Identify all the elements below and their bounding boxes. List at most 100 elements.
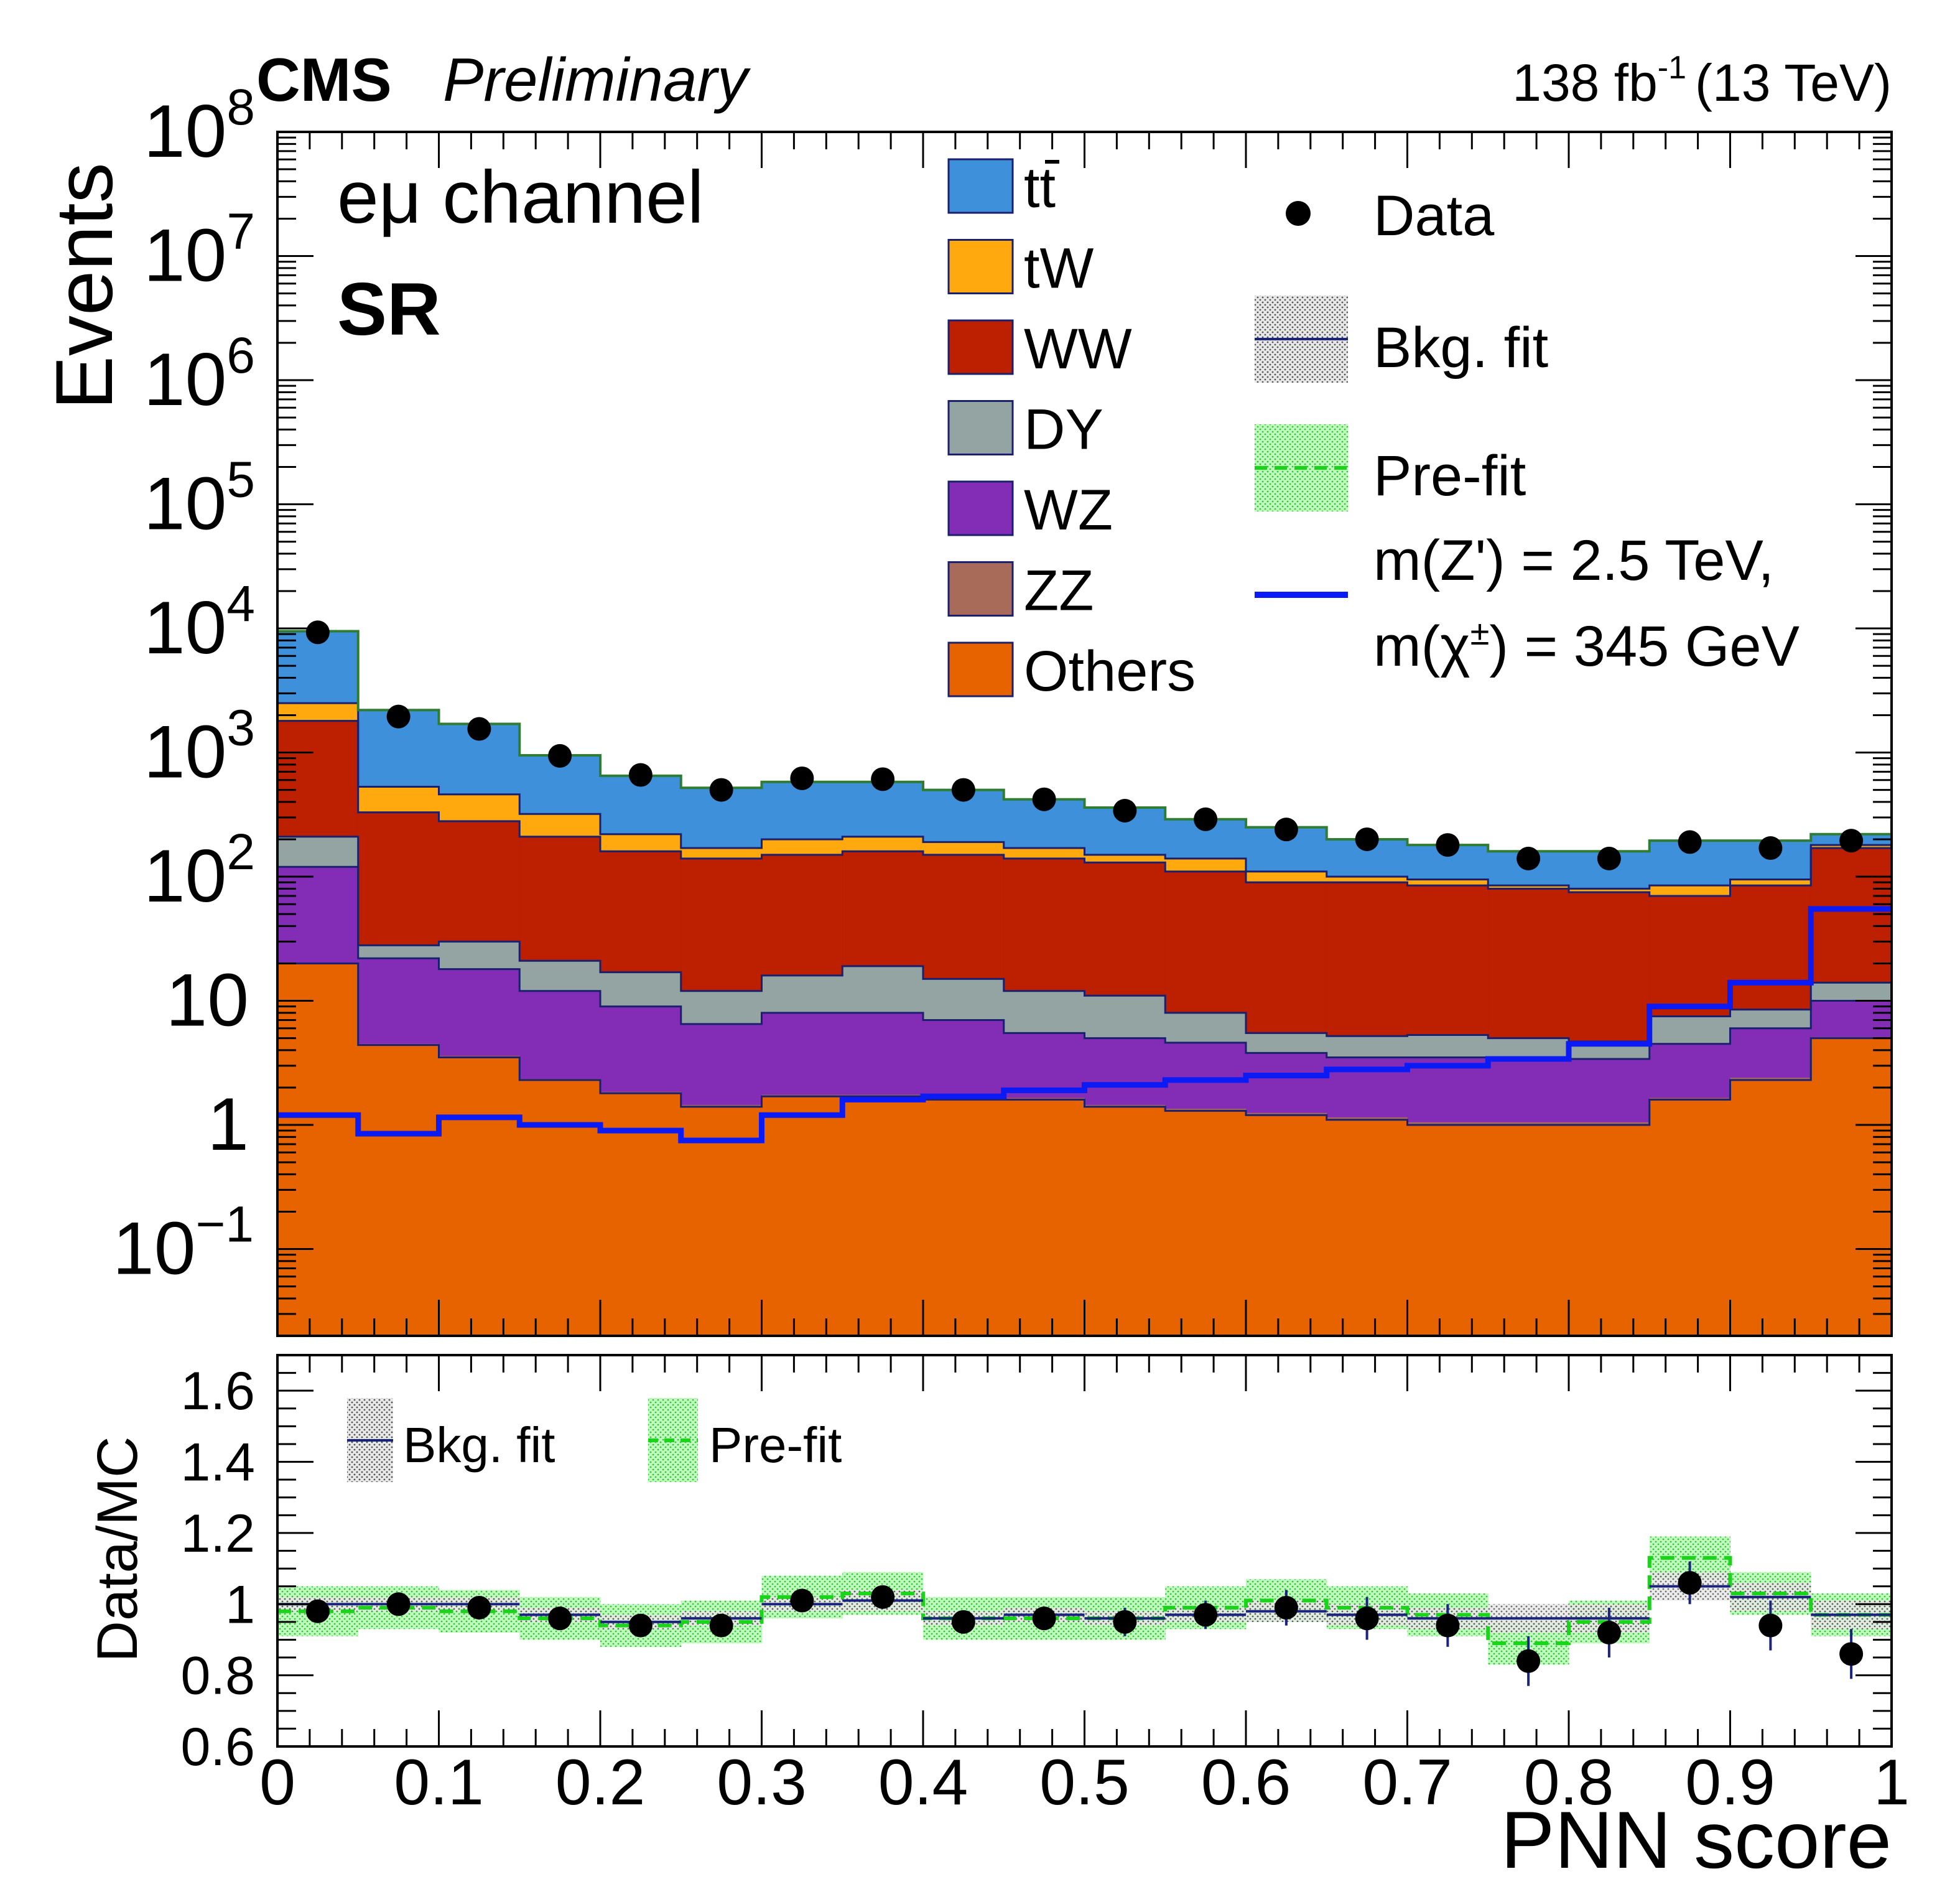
signal-label-charge: ± — [1470, 613, 1490, 652]
ratio-x-tick-label: 0.8 — [1524, 1746, 1614, 1819]
legend-bkgfit: Bkg. fit — [1255, 296, 1548, 383]
legend-label-dy: DY — [1024, 398, 1103, 462]
y-tick-exponent: 2 — [226, 824, 255, 880]
data-point-bin-10 — [1113, 799, 1137, 823]
y-axis-label: Events — [39, 162, 129, 409]
signal-label-mass-prefix: m(χ — [1373, 615, 1470, 678]
stack-outline-wz — [277, 865, 1892, 1060]
legend-swatch-others — [947, 641, 1014, 697]
legend-label-tw: tW — [1024, 237, 1094, 301]
stack-outline-others — [277, 962, 1892, 1126]
preliminary-label: Preliminary — [443, 45, 751, 114]
ratio-point-bin-13 — [1355, 1606, 1379, 1631]
legend-swatch-dy — [947, 400, 1014, 455]
data-point-bin-9 — [1032, 787, 1056, 811]
main-y-tick-label: 104 — [144, 576, 255, 669]
stack-bar-others-bin-19 — [1811, 1038, 1892, 1336]
ratio-point-bin-0 — [305, 1599, 330, 1623]
stack-bar-others-bin-2 — [439, 1057, 520, 1336]
ratio-legend-prefit-label: Pre-fit — [709, 1417, 842, 1473]
stack-bar-others-bin-3 — [519, 1079, 601, 1336]
lumi-energy: (13 TeV) — [1695, 54, 1892, 112]
ratio-y-tick-label: 1.6 — [180, 1361, 255, 1421]
signal-label-mass-suffix: ) = 345 GeV — [1489, 615, 1800, 678]
data-point-bin-19 — [1839, 829, 1864, 853]
y-tick-exponent: 8 — [226, 79, 255, 136]
signal-histogram — [277, 906, 1892, 1144]
data-point-bin-0 — [305, 620, 330, 645]
data-point-bin-12 — [1274, 818, 1298, 842]
data-point-bin-13 — [1355, 827, 1379, 851]
stack-bar-others-bin-5 — [680, 1106, 762, 1336]
y-tick-exponent: 3 — [226, 700, 255, 757]
ratio-x-tick-label: 0.5 — [1039, 1746, 1130, 1819]
stack-bar-others-bin-10 — [1084, 1106, 1166, 1336]
ratio-panel: 0.60.811.21.41.6 0 0.1 0.2 0.3 0.4 0.5 0.6 0.7 0… — [86, 1354, 1910, 1885]
ratio-y-axis-label: Data/MC — [86, 1437, 149, 1662]
stack-bar-others-bin-0 — [277, 963, 359, 1336]
ratio-point-bin-15 — [1516, 1649, 1541, 1673]
legend-label-ttbar: tt — [1024, 156, 1056, 220]
stack-bar-others-bin-14 — [1407, 1125, 1489, 1336]
data-point-bin-4 — [628, 763, 653, 787]
main-axis-ticks — [276, 131, 1893, 1337]
ratio-point-bin-1 — [386, 1592, 411, 1616]
ratio-frame — [276, 1354, 1893, 1748]
main-y-tick-label: 10−1 — [113, 1196, 254, 1290]
stack-bar-others-bin-12 — [1246, 1115, 1327, 1336]
data-points — [305, 620, 1864, 870]
lumi-value: 138 fb — [1512, 54, 1658, 112]
data-point-bin-6 — [790, 766, 814, 790]
y-tick-exponent: −1 — [196, 1196, 254, 1253]
stack-bar-others-bin-16 — [1569, 1125, 1650, 1336]
ratio-x-tick-label: 0.7 — [1362, 1746, 1452, 1819]
ratio-point-bin-6 — [790, 1588, 814, 1613]
ratio-x-tick-labels: 0 0.1 0.2 0.3 0.4 0.5 0.6 0.7 0.8 0.9 1 — [259, 1746, 1910, 1819]
data-point-bin-11 — [1194, 807, 1218, 831]
x-axis-label: PNN score — [1501, 1794, 1892, 1885]
main-frame — [276, 131, 1893, 1337]
ratio-x-tick-label: 0.3 — [717, 1746, 807, 1819]
y-tick-exponent: 5 — [226, 452, 255, 508]
ratio-point-bin-8 — [951, 1610, 975, 1634]
ratio-point-bin-4 — [628, 1613, 653, 1638]
ratio-point-bin-16 — [1597, 1621, 1621, 1645]
legend-bkgfit-label: Bkg. fit — [1373, 316, 1548, 380]
y-tick-base: 10 — [144, 711, 226, 794]
ratio-point-bin-2 — [467, 1595, 491, 1620]
legend-swatch-zz — [947, 561, 1014, 617]
ratio-point-bin-10 — [1113, 1610, 1137, 1634]
stack-outline-ww — [277, 720, 1892, 897]
legend-label-others: Others — [1024, 640, 1196, 703]
legend-signal-label-line2: m(χ±) = 345 GeV — [1373, 613, 1800, 678]
ratio-point-bin-18 — [1758, 1613, 1783, 1638]
data-point-bin-18 — [1758, 836, 1783, 860]
ratio-point-bin-19 — [1839, 1642, 1864, 1666]
ratio-point-bin-3 — [548, 1606, 572, 1631]
ratio-data-points — [305, 1561, 1864, 1686]
lumi-label: 138 fb-1 (13 TeV) — [1512, 50, 1892, 112]
ratio-point-bin-7 — [871, 1585, 895, 1609]
cms-label: CMS — [256, 45, 392, 114]
main-y-tick-label: 106 — [144, 327, 255, 421]
ratio-point-bin-9 — [1032, 1606, 1056, 1631]
stack-bar-others-bin-9 — [1003, 1099, 1085, 1336]
data-point-bin-1 — [386, 704, 411, 729]
ratio-y-tick-label: 1.2 — [180, 1504, 255, 1564]
stack-outline-tw — [277, 702, 1892, 890]
stack-bar-others-bin-8 — [923, 1099, 1005, 1336]
ratio-point-bin-5 — [709, 1613, 733, 1638]
ratio-x-tick-label: 0.4 — [878, 1746, 968, 1819]
legend-data-label: Data — [1373, 184, 1495, 248]
data-point-bin-15 — [1516, 846, 1541, 870]
main-y-tick-label: 1 — [207, 1083, 249, 1166]
ratio-y-tick-labels: 0.6 0.8 1 1.2 1.4 1.6 — [180, 1361, 255, 1777]
y-tick-exponent: 6 — [226, 327, 255, 384]
y-tick-base: 10 — [144, 834, 226, 918]
ratio-point-bin-11 — [1194, 1603, 1218, 1627]
legend-data-marker — [1286, 201, 1311, 226]
stack-bar-others-bin-1 — [358, 1045, 439, 1336]
stack-bar-others-bin-6 — [761, 1096, 843, 1336]
